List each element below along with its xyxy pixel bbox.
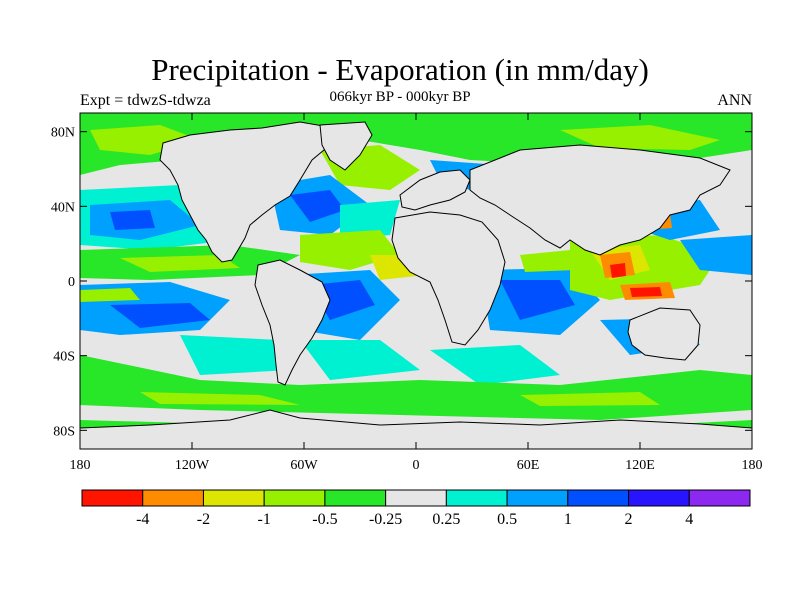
colorbar-swatch [324, 489, 387, 507]
colorbar-swatch [628, 489, 690, 507]
x-tick-label: 60E [517, 458, 540, 473]
colorbar-swatch [263, 489, 326, 507]
greenland-coastline [319, 121, 373, 171]
field-patch [300, 340, 420, 380]
colorbar-label: 1 [564, 511, 572, 528]
experiment-label: Expt = tdwzS-tdwza [80, 92, 211, 109]
colorbar-label: -1 [258, 511, 271, 528]
africa-coastline [391, 211, 506, 346]
colorbar-label: 4 [685, 511, 693, 528]
field-patch [630, 287, 662, 297]
north-america-coastline [159, 121, 336, 263]
field-patch [520, 250, 575, 272]
field-patch [520, 392, 660, 406]
y-tick-label: 40N [51, 200, 75, 215]
x-tick-label: 180 [70, 458, 91, 473]
europe-coastline [399, 169, 471, 211]
field-patch [80, 288, 140, 302]
colorbar-swatch [688, 489, 751, 507]
y-tick-label: 0 [68, 275, 75, 290]
x-tick-label: 120E [625, 458, 655, 473]
colorbar-label: 0.25 [432, 511, 460, 528]
field-patch [180, 335, 290, 375]
coastlines [80, 121, 752, 449]
colorbar-label: -2 [197, 511, 210, 528]
colorbar-label: -0.5 [312, 511, 337, 528]
map-panel: 180 120W 60W 0 60E 120E 180 80N 40N 0 40S 80S [51, 112, 763, 473]
field-patch [500, 280, 575, 320]
season-label: ANN [717, 92, 752, 109]
colorbar: -4 -2 -1 -0.5 -0.25 0.25 0.5 1 2 4 [81, 489, 751, 528]
field-patch [610, 263, 626, 278]
field-patch [110, 303, 210, 328]
y-tick-label: 80N [51, 126, 75, 141]
australia-coastline [627, 307, 701, 361]
plot-subtitle: 066kyr BP - 000kyr BP [329, 89, 471, 105]
field-patch [680, 235, 752, 275]
field-patch [430, 345, 560, 385]
colorbar-swatch [567, 489, 630, 507]
field-patch [560, 125, 720, 150]
colorbar-swatch [142, 489, 204, 507]
antarctica-coastline [80, 409, 752, 449]
y-tick-label: 40S [53, 350, 75, 365]
colorbar-swatch [385, 489, 447, 507]
field-patch [120, 255, 240, 272]
x-tick-label: 0 [413, 458, 420, 473]
field-patch [110, 210, 155, 230]
colorbar-label: 0.5 [497, 511, 517, 528]
colorbar-swatch [506, 489, 569, 507]
south-america-coastline [254, 259, 331, 386]
y-tick-label: 80S [53, 424, 75, 439]
colorbar-label: -4 [136, 511, 149, 528]
colorbar-label: -0.25 [369, 511, 402, 528]
field-patch [340, 200, 400, 240]
colorbar-swatch [81, 489, 144, 507]
x-tick-label: 180 [742, 458, 763, 473]
asia-coastline [469, 144, 731, 256]
x-tick-label: 60W [290, 458, 318, 473]
map-axes: 180 120W 60W 0 60E 120E 180 80N 40N 0 40S 80S [51, 113, 763, 473]
field-patch [140, 392, 300, 405]
colorbar-label: 2 [625, 511, 633, 528]
plot-title: Precipitation - Evaporation (in mm/day) [151, 52, 649, 87]
field-patch [290, 190, 345, 222]
colorbar-swatch [445, 489, 508, 507]
x-tick-label: 120W [175, 458, 210, 473]
colorbar-swatch [202, 489, 265, 507]
